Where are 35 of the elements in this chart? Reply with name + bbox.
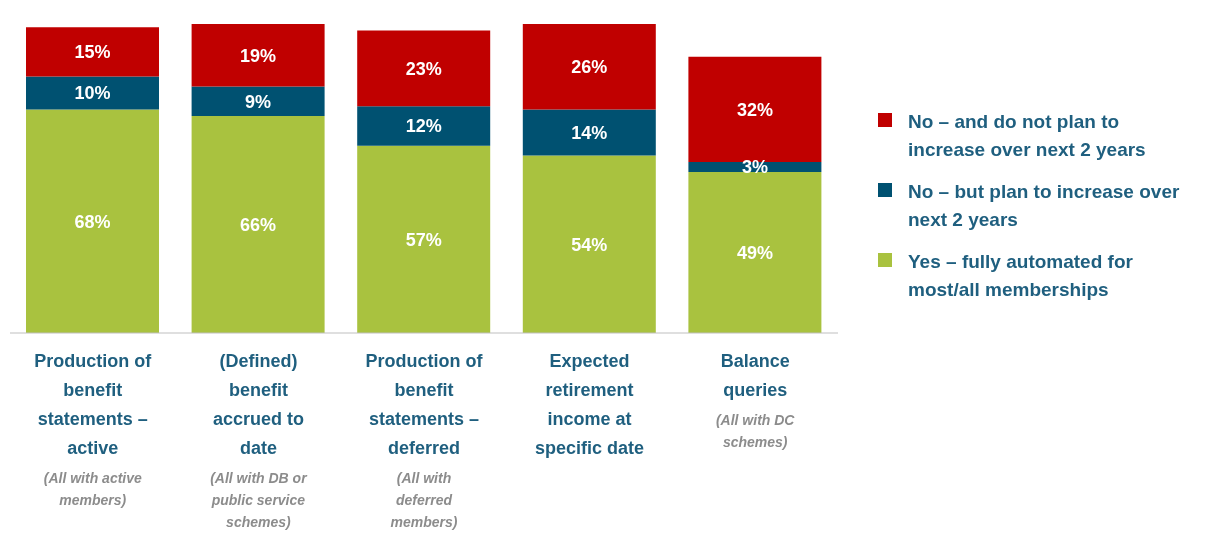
data-label: 66% (240, 214, 277, 235)
bar (688, 171, 822, 333)
data-label: 9% (245, 91, 272, 112)
data-label: 26% (571, 57, 608, 78)
x-tick-label: (Defined) benefit accrued to date (All with DB or public service schemes) (210, 351, 309, 530)
bar (191, 24, 325, 87)
x-tick-label: Production of benefit statements – deferred (All with deferred members) (365, 351, 484, 530)
data-label: 32% (736, 99, 773, 120)
x-tick-label: Expected retirement income at specific date (535, 351, 645, 458)
bar (357, 145, 491, 333)
data-label: 10% (74, 83, 111, 104)
data-label: 49% (736, 242, 773, 263)
legend-label: No – and do not plan to increase over next 2 years (908, 110, 1147, 162)
bar (522, 155, 656, 333)
bar (26, 27, 159, 77)
data-label: 57% (405, 229, 442, 250)
data-label: 54% (571, 234, 608, 255)
data-label: 14% (571, 122, 608, 143)
bar (191, 86, 325, 117)
data-label: 12% (405, 116, 442, 137)
bar (191, 116, 325, 333)
legend-label: Yes – fully automated for most/all memberships (908, 250, 1134, 302)
bar (357, 106, 491, 146)
data-label: 23% (405, 58, 442, 79)
x-tick-label: Production of benefit statements – active (All with active members) (34, 351, 153, 508)
bar (522, 109, 656, 156)
data-label: 68% (74, 211, 111, 232)
bar (26, 76, 159, 110)
bar (357, 30, 491, 107)
data-label: 19% (240, 45, 277, 66)
bar (522, 24, 656, 110)
legend-label: No – but plan to increase over next 2 years (908, 180, 1181, 232)
data-label: 15% (74, 42, 111, 63)
x-tick-label: Balance queries (All with DC schemes) (715, 351, 796, 450)
bar (26, 109, 159, 333)
